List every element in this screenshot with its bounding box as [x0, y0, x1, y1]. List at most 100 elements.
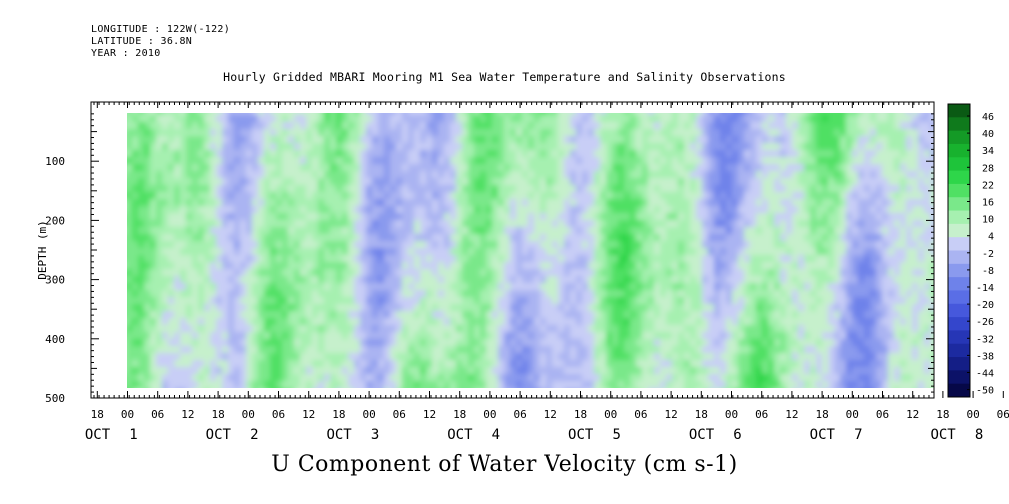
heatmap-cell [216, 136, 223, 144]
heatmap-cell [288, 136, 295, 144]
heatmap-cell [342, 113, 349, 116]
heatmap-cell [768, 318, 775, 326]
heatmap-cell [222, 220, 229, 228]
heatmap-cell [432, 262, 439, 270]
heatmap-cell [522, 164, 529, 172]
heatmap-cell [576, 346, 583, 354]
heatmap-cell [390, 171, 397, 179]
heatmap-cell [744, 248, 751, 256]
heatmap-cell [348, 290, 355, 298]
heatmap-cell [462, 199, 469, 207]
heatmap-cell [810, 297, 817, 305]
heatmap-cell [834, 339, 841, 347]
heatmap-cell [318, 113, 325, 116]
heatmap-cell [756, 346, 763, 354]
heatmap-cell [168, 115, 175, 123]
heatmap-cell [810, 122, 817, 130]
heatmap-cell [246, 332, 253, 340]
heatmap-cell [678, 297, 685, 305]
heatmap-cell [522, 374, 529, 382]
heatmap-cell [828, 178, 835, 186]
heatmap-cell [486, 241, 493, 249]
heatmap-cell [558, 115, 565, 123]
heatmap-cell [468, 150, 475, 158]
heatmap-cell [660, 220, 667, 228]
heatmap-cell [180, 185, 187, 193]
heatmap-cell [372, 346, 379, 354]
heatmap-cell [804, 255, 811, 263]
heatmap-cell [582, 388, 589, 396]
heatmap-cell [414, 143, 421, 151]
heatmap-cell [270, 143, 277, 151]
heatmap-cell [444, 150, 451, 158]
heatmap-cell [516, 297, 523, 305]
heatmap-cell [714, 339, 721, 347]
heatmap-cell [198, 157, 205, 165]
heatmap-cell [378, 269, 385, 277]
heatmap-cell [324, 311, 331, 319]
heatmap-cell [570, 353, 577, 361]
heatmap-cell [624, 332, 631, 340]
heatmap-cell [576, 360, 583, 368]
heatmap-cell [168, 234, 175, 242]
heatmap-cell [558, 157, 565, 165]
heatmap-cell [780, 113, 787, 116]
heatmap-cell [786, 304, 793, 312]
heatmap-cell [768, 213, 775, 221]
heatmap-cell [714, 248, 721, 256]
heatmap-cell [558, 178, 565, 186]
heatmap-cell [240, 367, 247, 375]
heatmap-cell [414, 157, 421, 165]
heatmap-cell [186, 192, 193, 200]
heatmap-cell [822, 157, 829, 165]
heatmap-cell [690, 206, 697, 214]
heatmap-cell [402, 388, 409, 396]
heatmap-cell [720, 283, 727, 291]
heatmap-cell [312, 150, 319, 158]
heatmap-cell [810, 276, 817, 284]
heatmap-cell [612, 346, 619, 354]
heatmap-cell [120, 388, 127, 396]
heatmap-cell [438, 164, 445, 172]
heatmap-cell [474, 171, 481, 179]
heatmap-cell [660, 227, 667, 235]
heatmap-cell [612, 311, 619, 319]
heatmap-cell [816, 381, 823, 388]
heatmap-cell [510, 318, 517, 326]
heatmap-cell [450, 255, 457, 263]
heatmap-cell [180, 220, 187, 228]
heatmap-cell [474, 276, 481, 284]
heatmap-cell [660, 304, 667, 312]
heatmap-cell [846, 269, 853, 277]
heatmap-cell [204, 122, 211, 130]
heatmap-cell [366, 185, 373, 193]
heatmap-cell [600, 346, 607, 354]
heatmap-cell [276, 283, 283, 291]
heatmap-cell [366, 374, 373, 382]
heatmap-cell [768, 113, 775, 116]
heatmap-cell [564, 255, 571, 263]
heatmap-cell [366, 297, 373, 305]
heatmap-cell [300, 325, 307, 333]
heatmap-cell [630, 318, 637, 326]
heatmap-cell [138, 255, 145, 263]
heatmap-cell [498, 129, 505, 137]
heatmap-cell [648, 381, 655, 388]
heatmap-cell [480, 374, 487, 382]
heatmap-cell [726, 346, 733, 354]
heatmap-cell [600, 269, 607, 277]
heatmap-cell [132, 199, 139, 207]
heatmap-cell [366, 283, 373, 291]
heatmap-cell [804, 311, 811, 319]
heatmap-cell [564, 192, 571, 200]
heatmap-cell [768, 157, 775, 165]
heatmap-cell [138, 185, 145, 193]
heatmap-cell [846, 234, 853, 242]
heatmap-cell [594, 227, 601, 235]
heatmap-cell [198, 113, 205, 116]
heatmap-cell [480, 346, 487, 354]
heatmap-cell [288, 297, 295, 305]
heatmap-cell [684, 136, 691, 144]
heatmap-cell [846, 113, 853, 116]
heatmap-cell [840, 304, 847, 312]
